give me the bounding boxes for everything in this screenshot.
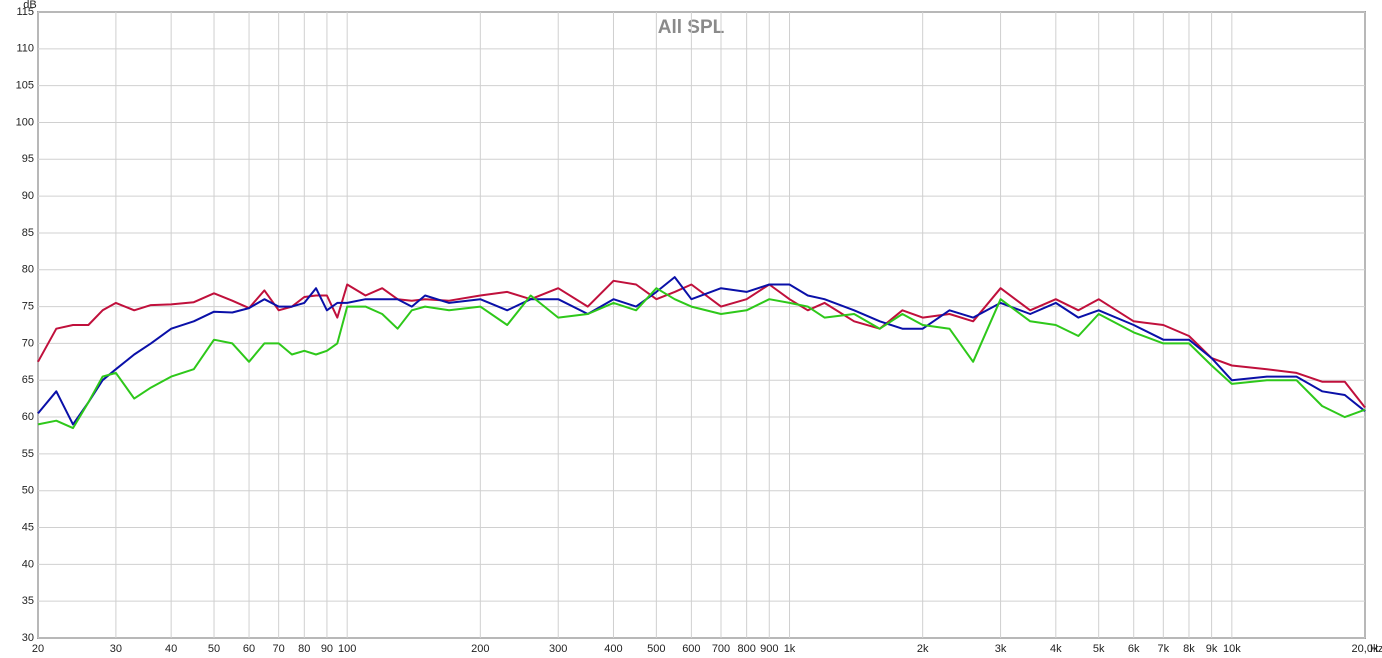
y-tick-label: 60 [22,411,34,423]
series-line [37,287,1366,430]
x-tick-label: 70 [273,643,285,655]
x-tick-label: 4k [1050,643,1062,655]
x-tick-label: 2k [917,643,929,655]
x-tick-label: 10k [1223,643,1241,655]
x-tick-label: 500 [647,643,665,655]
x-tick-label: 3k [995,643,1007,655]
x-tick-label: 200 [471,643,489,655]
x-tick-label: 9k [1206,643,1218,655]
y-tick-label: 65 [22,374,34,386]
y-tick-label: 100 [16,116,34,128]
x-tick-label: 20 [32,643,44,655]
y-tick-label: 50 [22,485,34,497]
x-tick-label: 300 [549,643,567,655]
x-tick-label: 30 [110,643,122,655]
x-tick-label: 700 [712,643,730,655]
x-tick-label: 400 [604,643,622,655]
y-tick-label: 90 [22,190,34,202]
y-tick-label: 80 [22,264,34,276]
x-tick-label: 600 [682,643,700,655]
y-tick-label: 85 [22,227,34,239]
y-tick-label: 70 [22,337,34,349]
x-tick-label: 5k [1093,643,1105,655]
x-tick-label: 100 [338,643,356,655]
x-tick-label: 50 [208,643,220,655]
y-tick-label: 105 [16,80,34,92]
x-axis-label: Hz [1370,643,1382,655]
x-tick-label: 7k [1158,643,1170,655]
y-axis-label: dB [23,0,36,11]
y-tick-label: 40 [22,558,34,570]
series-line [37,276,1366,426]
y-tick-label: 110 [16,43,34,55]
x-tick-label: 6k [1128,643,1140,655]
y-tick-label: 35 [22,595,34,607]
x-tick-label: 60 [243,643,255,655]
x-tick-label: 40 [165,643,177,655]
series-line [37,279,1366,409]
plot-area [37,11,1366,639]
y-tick-label: 75 [22,300,34,312]
x-tick-label: 80 [298,643,310,655]
x-tick-label: 800 [737,643,755,655]
x-tick-label: 900 [760,643,778,655]
y-tick-label: 55 [22,448,34,460]
x-tick-label: 8k [1183,643,1195,655]
y-tick-label: 45 [22,521,34,533]
x-tick-label: 1k [784,643,796,655]
x-tick-label: 20,0k [1352,643,1379,655]
y-tick-label: 115 [16,6,34,18]
y-tick-label: 30 [22,632,34,644]
x-tick-label: 90 [321,643,333,655]
y-tick-label: 95 [22,153,34,165]
